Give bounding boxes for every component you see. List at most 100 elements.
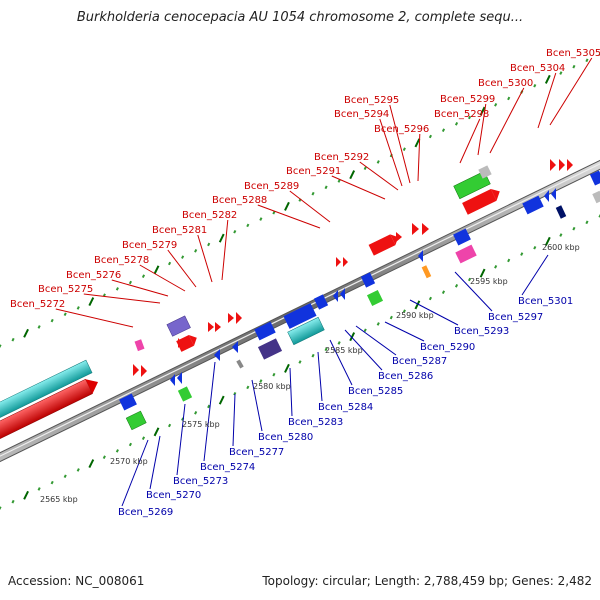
gene-label-top[interactable]: Bcen_5288 [212,195,267,206]
gene-label-bottom[interactable]: Bcen_5297 [488,312,543,323]
leader-line [344,329,383,371]
gene-label-top[interactable]: Bcen_5279 [122,240,177,251]
gene-label-bottom[interactable]: Bcen_5274 [200,462,255,473]
leader-line [489,87,525,154]
tick-mark [76,306,80,310]
gene-label-top[interactable]: Bcen_5289 [244,181,299,192]
feature-blue-arrows-5287 [333,288,345,302]
tick-mark [284,363,290,373]
feature-magenta-5272 [134,339,145,352]
tick-mark [233,391,237,396]
gene-label-top[interactable]: Bcen_5282 [182,210,237,221]
feature-orange-5293 [421,265,432,279]
tick-mark [363,328,367,333]
leader-line [55,308,134,328]
tick-mark [0,506,2,510]
leader-line [459,118,481,164]
tick-mark [128,442,132,447]
scale-label: 2565 kbp [40,495,78,504]
feature-blue-arrow-5293 [418,250,423,262]
feature-green-5274 [177,386,193,402]
gene-label-top[interactable]: Bcen_5272 [10,299,65,310]
tick-mark [544,236,551,246]
scale-label: 2595 kbp [470,277,508,286]
gene-label-bottom[interactable]: Bcen_5269 [118,507,173,518]
gene-label-top[interactable]: Bcen_5276 [66,270,121,281]
feature-darkpurple-5283 [257,338,283,360]
leader-line [221,219,229,281]
leader-line [139,264,186,292]
feature-blue-5269 [119,393,137,411]
gene-label-top[interactable]: Bcen_5299 [440,94,495,105]
tick-mark [0,344,2,348]
gene-label-bottom[interactable]: Bcen_5290 [420,342,475,353]
scale-label: 2580 kbp [253,382,291,391]
tick-mark [585,58,589,63]
tick-mark [218,395,225,405]
tick-mark [298,360,302,364]
feature-blue-arrows-5273 [170,372,182,386]
tick-mark [389,315,393,320]
gene-label-top[interactable]: Bcen_5278 [94,255,149,266]
gene-label-top[interactable]: Bcen_5296 [374,124,429,135]
gene-label-bottom[interactable]: Bcen_5285 [348,386,403,397]
gene-label-bottom[interactable]: Bcen_5283 [288,417,343,428]
leader-line [331,175,386,200]
gene-label-top[interactable]: Bcen_5305 [546,48,600,59]
tick-mark [37,487,41,491]
tick-mark [324,185,328,190]
gene-label-top[interactable]: Bcen_5291 [286,166,341,177]
tick-mark [115,449,119,453]
tick-mark [585,220,589,225]
tick-mark [37,325,41,329]
gene-label-top[interactable]: Bcen_5300 [478,78,533,89]
tick-mark [284,201,290,211]
leader-line [389,104,411,184]
gene-label-top[interactable]: Bcen_5294 [334,109,389,120]
feature-red-block-left [0,378,99,443]
gene-label-top[interactable]: Bcen_5275 [38,284,93,295]
gene-label-top[interactable]: Bcen_5295 [344,95,399,106]
tick-mark [441,290,446,294]
feature-gray-small [236,359,244,369]
leader-line [384,321,425,342]
gene-label-bottom[interactable]: Bcen_5273 [173,476,228,487]
gene-label-bottom[interactable]: Bcen_5293 [454,326,509,337]
gene-label-bottom[interactable]: Bcen_5287 [392,356,447,367]
tick-mark [479,106,486,116]
leader-line [409,299,459,326]
gene-label-top[interactable]: Bcen_5304 [510,63,565,74]
feature-green-5270 [125,410,147,431]
tick-mark [559,71,563,75]
gene-features [0,159,600,443]
tick-mark [246,223,250,228]
tick-mark [559,233,563,237]
leader-line [257,204,321,229]
tick-mark [153,427,160,437]
leader-line [317,351,323,402]
tick-mark [572,64,576,69]
tick-mark [441,128,446,132]
tick-mark [11,499,15,504]
gene-label-top[interactable]: Bcen_5292 [314,152,369,163]
gene-label-bottom[interactable]: Bcen_5277 [229,447,284,458]
leader-line [167,249,197,288]
feature-blue-5301 [522,195,544,215]
gene-label-bottom[interactable]: Bcen_5286 [378,371,433,382]
tick-mark [168,423,172,428]
gene-label-bottom[interactable]: Bcen_5284 [318,402,373,413]
gene-label-bottom[interactable]: Bcen_5270 [146,490,201,501]
tick-mark [23,328,29,338]
tick-mark [141,436,146,440]
gene-label-top[interactable]: Bcen_5298 [434,109,489,120]
gene-label-bottom[interactable]: Bcen_5280 [258,432,313,443]
tick-mark [207,404,211,409]
feature-blue-arrow-5280 [232,341,238,353]
gene-labels[interactable]: Bcen_5272 Bcen_5275 Bcen_5276 Bcen_5278 Bcen… [10,48,600,518]
gene-label-top[interactable]: Bcen_5281 [152,225,207,236]
feature-red-5278 [176,334,197,352]
gene-label-bottom[interactable]: Bcen_5301 [518,296,573,307]
feature-blue-5283-a [254,321,276,341]
